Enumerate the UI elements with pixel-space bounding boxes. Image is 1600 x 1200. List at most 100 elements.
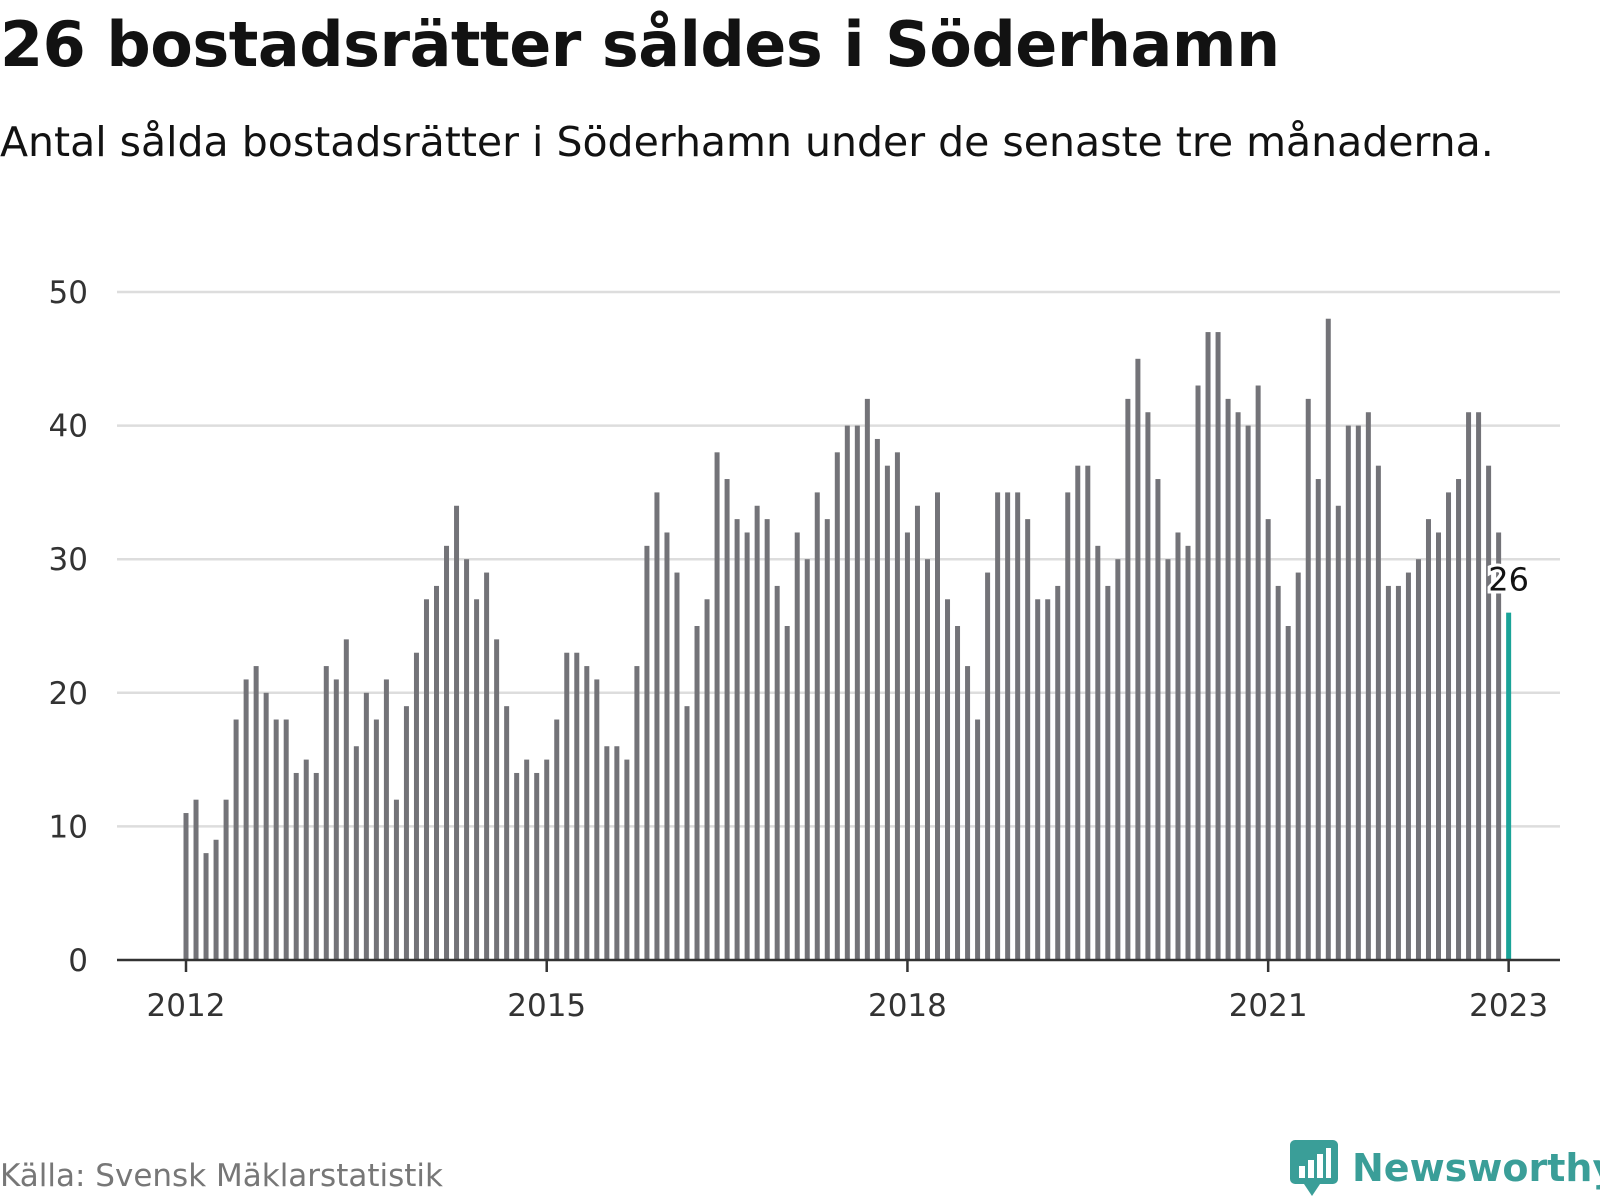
bar <box>1385 585 1391 960</box>
bar <box>323 666 329 960</box>
bar <box>874 438 880 961</box>
bar <box>674 572 680 960</box>
bar <box>1115 559 1121 960</box>
bar <box>1125 398 1131 960</box>
bar <box>213 839 219 960</box>
bar <box>1205 332 1211 961</box>
bar <box>1436 532 1441 960</box>
bar <box>474 599 480 960</box>
bar <box>403 706 409 960</box>
bar <box>1025 519 1031 960</box>
bar <box>864 398 870 960</box>
bar <box>233 719 239 960</box>
bar <box>1486 465 1492 960</box>
bar <box>1215 332 1221 961</box>
bar <box>804 559 810 960</box>
bar <box>1395 585 1401 960</box>
bar <box>714 452 720 960</box>
bar <box>1015 492 1021 960</box>
bar <box>1365 412 1371 960</box>
source-note: Källa: Svensk Mäklarstatistik <box>0 1158 443 1194</box>
bar <box>914 505 920 960</box>
bar <box>353 746 359 960</box>
bar <box>1195 385 1201 960</box>
bar <box>834 452 840 960</box>
bar <box>293 772 299 960</box>
bar <box>1155 479 1161 960</box>
last-value-label: 26 <box>1488 561 1529 599</box>
bar <box>1275 585 1281 960</box>
chart-subtitle: Antal sålda bostadsrätter i Söderhamn un… <box>0 118 1494 166</box>
bar <box>1265 519 1271 960</box>
bar <box>203 853 209 960</box>
bar <box>634 666 640 960</box>
bar <box>544 759 550 960</box>
bar <box>343 639 349 960</box>
brand-name: Newsworthy <box>1352 1146 1600 1190</box>
bar <box>1335 505 1341 960</box>
bar <box>644 545 650 960</box>
bar <box>844 425 850 961</box>
bar <box>1005 492 1011 960</box>
bar <box>995 492 1001 960</box>
bar <box>1165 559 1171 960</box>
data-labels: 26 <box>1485 558 1532 602</box>
bar-highlight <box>1506 612 1512 960</box>
y-tick-label: 40 <box>49 409 88 445</box>
bar <box>313 772 319 960</box>
bar <box>514 772 520 960</box>
bar <box>1466 412 1472 960</box>
bar <box>985 572 991 960</box>
bar <box>1355 425 1361 961</box>
y-tick-label: 10 <box>49 809 88 845</box>
bar <box>594 679 600 960</box>
bar <box>664 532 670 960</box>
bar <box>243 679 249 960</box>
bar <box>333 679 339 960</box>
bar <box>894 452 900 960</box>
x-tick-label: 2018 <box>868 988 947 1024</box>
bar <box>494 639 500 960</box>
bar <box>223 799 229 960</box>
bar <box>965 666 971 960</box>
bar <box>1345 425 1351 961</box>
bar <box>955 626 961 960</box>
brand-logo[interactable]: Newsworthy <box>1290 1140 1600 1196</box>
bar <box>484 572 490 960</box>
bar <box>935 492 940 960</box>
bar <box>604 746 610 960</box>
x-axis: 2012 2015 2018 2021 2023 <box>117 958 1560 1024</box>
bar <box>1045 599 1051 960</box>
x-tick-label: 2021 <box>1229 988 1308 1024</box>
bar <box>924 559 930 960</box>
bar <box>1255 385 1261 960</box>
bar <box>684 706 690 960</box>
bar <box>393 799 399 960</box>
bar <box>193 799 199 960</box>
bar <box>363 692 369 960</box>
bar <box>884 465 890 960</box>
y-tick-label: 0 <box>68 943 88 979</box>
bar <box>423 599 429 960</box>
bar <box>263 692 269 960</box>
bar <box>945 599 951 960</box>
bar <box>1245 425 1251 961</box>
bar <box>654 492 660 960</box>
bar <box>1305 398 1311 960</box>
bar <box>183 813 189 960</box>
x-tick-label: 2015 <box>507 988 586 1024</box>
bar <box>283 719 289 960</box>
bar <box>434 585 439 960</box>
bar <box>1175 532 1181 960</box>
bar <box>1496 532 1502 960</box>
bar <box>1225 398 1231 960</box>
newsworthy-logo-icon <box>1290 1140 1338 1196</box>
bar <box>1065 492 1071 960</box>
bar <box>534 772 540 960</box>
bar <box>273 719 279 960</box>
bar <box>1145 412 1151 960</box>
bar <box>1035 599 1041 960</box>
bar <box>704 599 710 960</box>
bar <box>1476 412 1482 960</box>
bar <box>253 666 259 960</box>
